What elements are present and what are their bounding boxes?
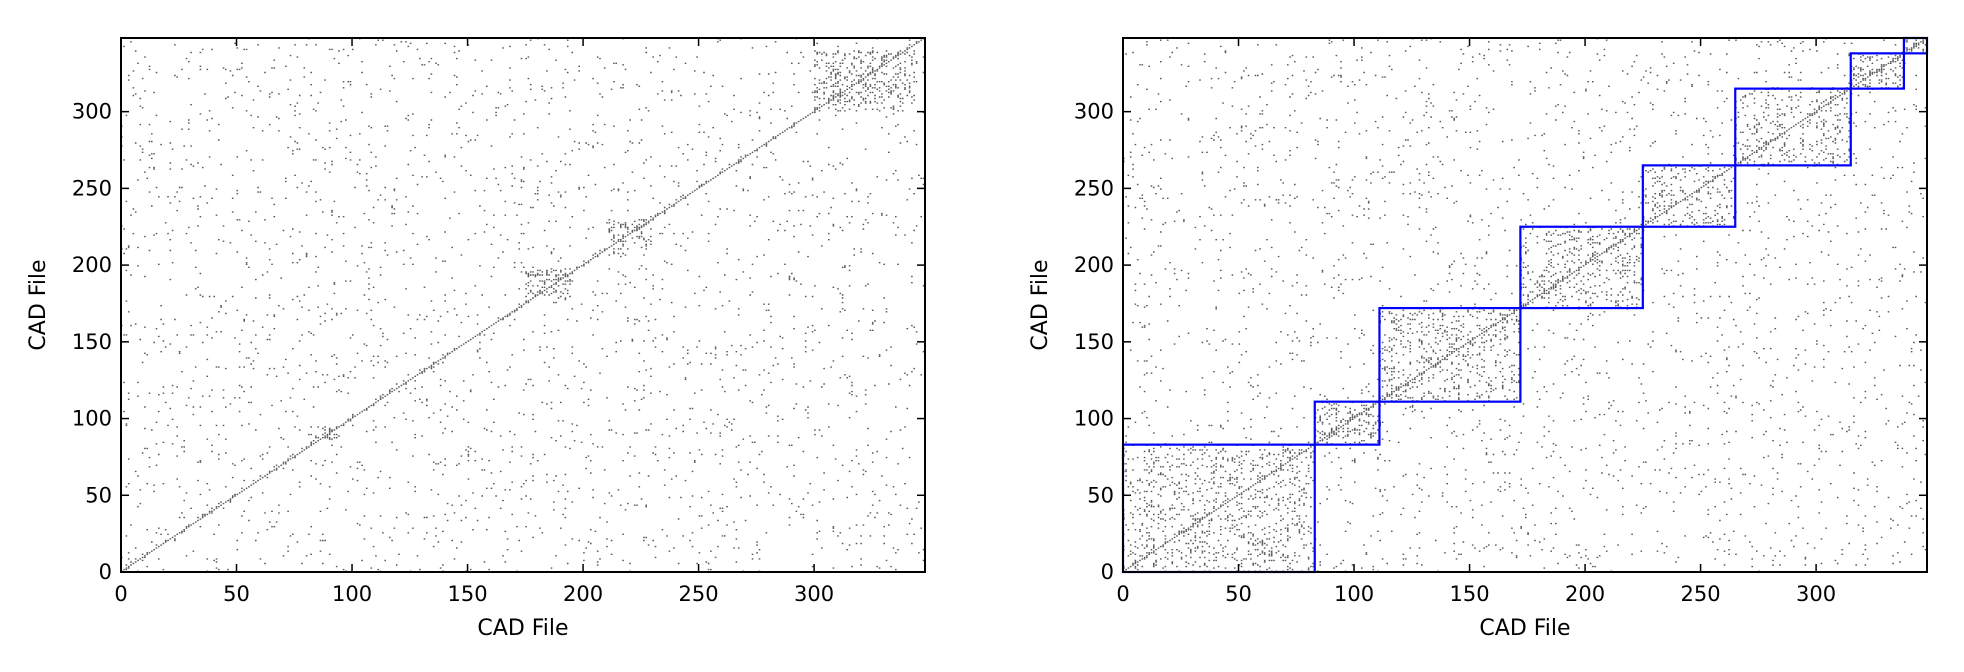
y-tick-label-3: 150 — [1074, 330, 1114, 354]
x-axis-label-0: CAD File — [477, 616, 568, 641]
similarity-matrix-clustered: 0 50 100 150 200 250 300 0 50 100 150 200 250 300 CA… — [1028, 36, 1929, 641]
cluster-block-3 — [1519, 225, 1644, 310]
x-tick-label-6: 300 — [1796, 582, 1836, 606]
y-axis-label-0: CAD File — [26, 259, 51, 350]
y-tick-label-6: 300 — [72, 100, 112, 124]
x-tick-label-5: 250 — [1681, 582, 1721, 606]
y-tick-label-1: 50 — [85, 483, 112, 507]
y-tick-label-6: 300 — [1074, 100, 1114, 124]
cluster-block-2 — [1378, 306, 1522, 403]
cluster-block-5 — [1734, 87, 1852, 167]
x-tick-label-3: 150 — [448, 582, 488, 606]
y-tick-label-4: 200 — [1074, 253, 1114, 277]
cluster-block-6 — [1849, 52, 1905, 90]
x-ticks-1: 0 50 100 150 200 250 300 — [1116, 38, 1836, 606]
plot-frame-1 — [1122, 37, 1928, 573]
x-tick-label-2: 100 — [1334, 582, 1374, 606]
y-ticks-0: 0 50 100 150 200 250 300 — [72, 100, 925, 584]
cluster-block-1 — [1313, 400, 1381, 446]
y-tick-label-5: 250 — [72, 176, 112, 200]
similarity-matrix-original: 0 50 100 150 200 250 300 0 50 100 150 200 250 300 CA… — [26, 37, 926, 641]
x-tick-label-4: 200 — [1565, 582, 1605, 606]
x-tick-label-1: 50 — [1225, 582, 1252, 606]
plot-frame-0 — [120, 37, 926, 573]
x-tick-label-6: 300 — [794, 582, 834, 606]
x-tick-label-3: 150 — [1450, 582, 1490, 606]
x-tick-label-5: 250 — [679, 582, 719, 606]
y-tick-label-0: 0 — [1101, 560, 1114, 584]
y-tick-label-0: 0 — [99, 560, 112, 584]
y-tick-label-2: 100 — [1074, 407, 1114, 431]
y-axis-label-1: CAD File — [1028, 259, 1053, 350]
x-tick-label-1: 50 — [223, 582, 250, 606]
y-ticks-1: 0 50 100 150 200 250 300 — [1074, 100, 1927, 584]
x-axis-label-1: CAD File — [1479, 616, 1570, 641]
x-tick-label-2: 100 — [332, 582, 372, 606]
y-tick-label-3: 150 — [72, 330, 112, 354]
cluster-block-4 — [1641, 164, 1737, 228]
y-tick-label-4: 200 — [72, 253, 112, 277]
y-tick-label-2: 100 — [72, 407, 112, 431]
x-tick-label-0: 0 — [114, 582, 127, 606]
x-tick-label-0: 0 — [1116, 582, 1129, 606]
y-tick-label-1: 50 — [1087, 483, 1114, 507]
y-tick-label-5: 250 — [1074, 176, 1114, 200]
cluster-blocks-1 — [1121, 36, 1929, 574]
x-tick-label-4: 200 — [563, 582, 603, 606]
x-ticks-0: 0 50 100 150 200 250 300 — [114, 38, 834, 606]
